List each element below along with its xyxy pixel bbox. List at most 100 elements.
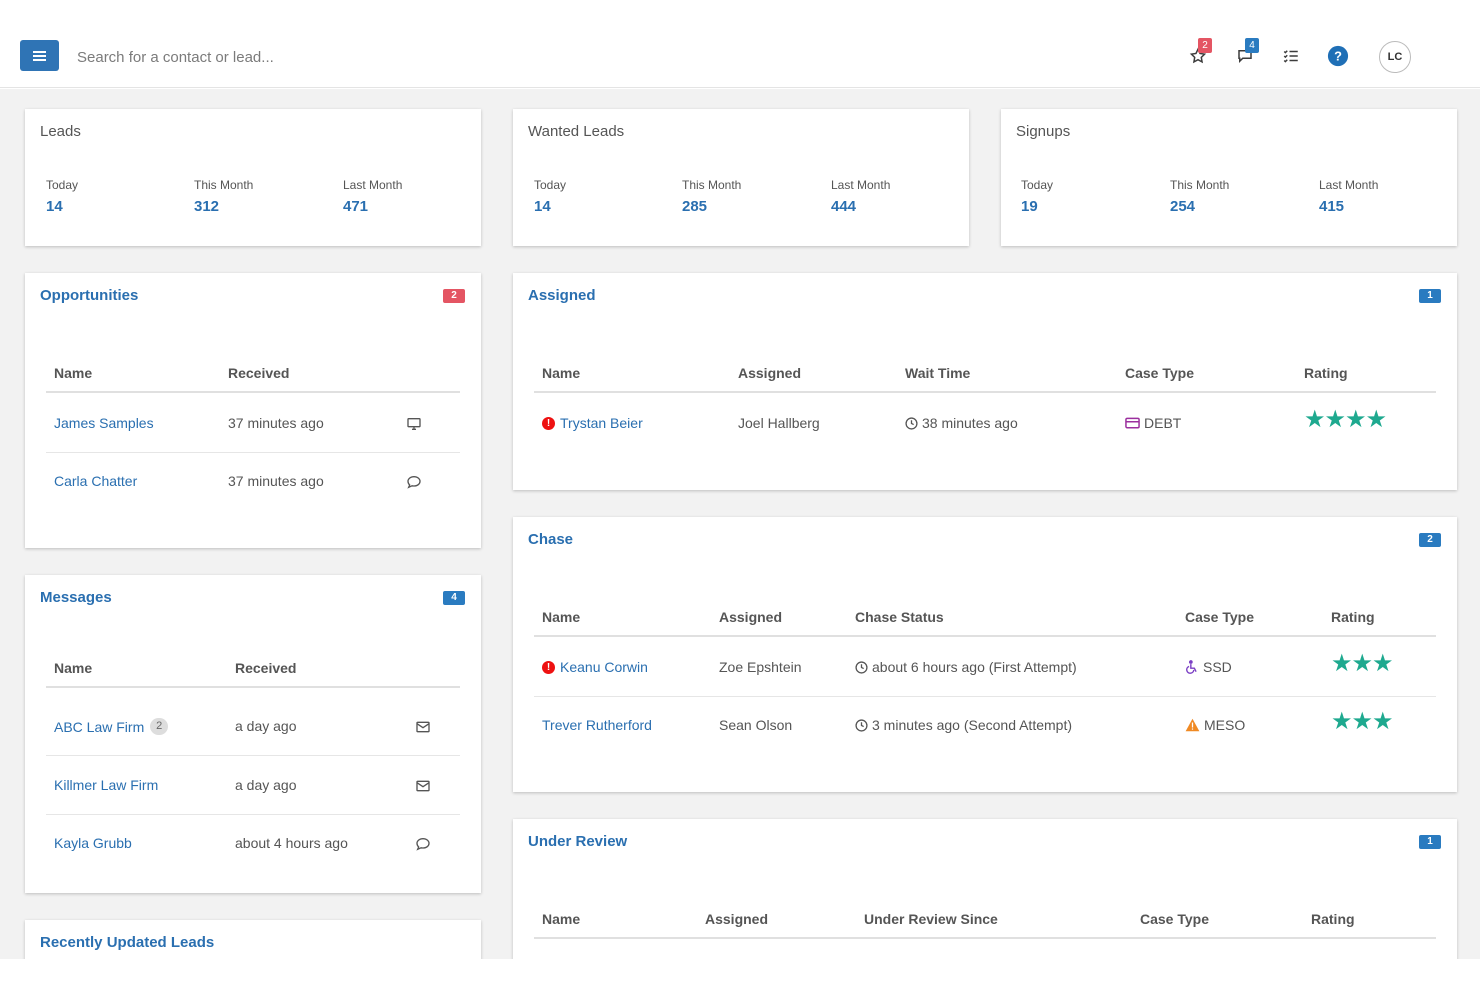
favorites-button[interactable]: 2 <box>1186 38 1212 68</box>
assigned-card: Assigned 1 Name Assigned Wait Time Case … <box>513 273 1457 490</box>
column-header-rating[interactable]: Rating <box>1304 365 1348 381</box>
messages-count-badge: 4 <box>443 591 465 605</box>
case-type-label: MESO <box>1204 717 1246 733</box>
table-row[interactable]: Carla Chatter 37 minutes ago <box>46 453 460 511</box>
column-header-chase-status[interactable]: Chase Status <box>855 609 944 625</box>
case-type-label: DEBT <box>1144 415 1182 431</box>
leads-stats-card: Leads Today 14 This Month 312 Last Month… <box>25 109 481 246</box>
stat-label: This Month <box>194 178 254 192</box>
stat-this-month: This Month 285 <box>682 178 741 215</box>
lead-name: Trystan Beier <box>560 415 643 431</box>
menu-button[interactable] <box>20 40 59 71</box>
messages-title[interactable]: Messages <box>40 589 112 606</box>
stat-value[interactable]: 14 <box>534 198 551 215</box>
clock-icon <box>855 718 868 732</box>
clock-icon <box>855 660 868 674</box>
case-type: SSD <box>1185 659 1232 675</box>
opportunities-card: Opportunities 2 Name Received James Samp… <box>25 273 481 548</box>
star-icon <box>1189 47 1207 64</box>
contact-name-link[interactable]: Kayla Grubb <box>54 835 132 851</box>
column-header-case-type[interactable]: Case Type <box>1125 365 1194 381</box>
column-header-name[interactable]: Name <box>54 365 93 381</box>
avatar[interactable]: LC <box>1379 41 1411 73</box>
contact-name: ABC Law Firm <box>54 718 145 735</box>
help-button[interactable]: ? <box>1326 44 1350 68</box>
lead-name-link[interactable]: ! Trystan Beier <box>542 415 643 431</box>
table-row[interactable]: Trever Rutherford Sean Olson 3 minutes a… <box>534 697 1436 755</box>
stat-value[interactable]: 254 <box>1170 198 1196 215</box>
assigned-to: Zoe Epshtein <box>719 659 802 675</box>
stat-value[interactable]: 312 <box>194 198 220 215</box>
lead-name-link[interactable]: Carla Chatter <box>54 473 138 489</box>
column-header-assigned[interactable]: Assigned <box>719 609 783 625</box>
search-input[interactable] <box>68 44 568 70</box>
stat-value[interactable]: 14 <box>46 198 63 215</box>
stats-card-title: Signups <box>1016 123 1071 140</box>
alert-icon: ! <box>542 660 555 674</box>
help-icon: ? <box>1327 45 1349 67</box>
column-header-name[interactable]: Name <box>542 609 581 625</box>
signups-stats-card: Signups Today 19 This Month 254 Last Mon… <box>1001 109 1457 246</box>
stat-label: Today <box>46 178 79 192</box>
lead-name-link[interactable]: Trever Rutherford <box>542 717 652 733</box>
column-header-name[interactable]: Name <box>54 660 93 676</box>
assigned-count-badge: 1 <box>1419 289 1441 303</box>
stat-label: This Month <box>1170 178 1230 192</box>
column-header-case-type[interactable]: Case Type <box>1140 911 1209 927</box>
column-header-rating[interactable]: Rating <box>1331 609 1375 625</box>
chase-status-text: 3 minutes ago (Second Attempt) <box>872 717 1072 733</box>
table-row[interactable]: ! Trystan Beier Joel Hallberg 38 minutes… <box>534 395 1436 453</box>
stat-label: Last Month <box>831 178 891 192</box>
column-header-assigned[interactable]: Assigned <box>738 365 802 381</box>
lead-name-link[interactable]: James Samples <box>54 415 154 431</box>
stat-value[interactable]: 415 <box>1319 198 1345 215</box>
table-row[interactable]: Kayla Grubb about 4 hours ago <box>46 815 460 873</box>
assigned-to: Joel Hallberg <box>738 415 820 431</box>
stat-value[interactable]: 471 <box>343 198 369 215</box>
dashboard: Leads Today 14 This Month 312 Last Month… <box>0 89 1480 959</box>
envelope-icon <box>416 721 430 733</box>
messages-count-badge: 4 <box>1245 38 1259 53</box>
stat-label: Today <box>534 178 567 192</box>
contact-name-link[interactable]: Killmer Law Firm <box>54 777 159 793</box>
column-header-case-type[interactable]: Case Type <box>1185 609 1254 625</box>
table-header: Name Received <box>46 648 460 688</box>
recently-updated-leads-card: Recently Updated Leads <box>25 920 481 959</box>
opportunities-count-badge: 2 <box>443 289 465 303</box>
table-row[interactable]: James Samples 37 minutes ago <box>46 395 460 453</box>
column-header-under-review-since[interactable]: Under Review Since <box>864 911 998 927</box>
column-header-received[interactable]: Received <box>235 660 297 676</box>
chat-icon <box>407 475 421 489</box>
favorites-count-badge: 2 <box>1198 38 1212 53</box>
received-time: about 4 hours ago <box>235 835 348 851</box>
assigned-title[interactable]: Assigned <box>528 287 596 304</box>
lead-name-link[interactable]: ! Keanu Corwin <box>542 659 648 675</box>
column-header-rating[interactable]: Rating <box>1311 911 1355 927</box>
stat-label: This Month <box>682 178 742 192</box>
chase-count-badge: 2 <box>1419 533 1441 547</box>
stat-value[interactable]: 444 <box>831 198 857 215</box>
chase-title[interactable]: Chase <box>528 531 574 548</box>
stat-this-month: This Month 312 <box>194 178 253 215</box>
table-row[interactable]: ABC Law Firm 2 a day ago <box>46 698 460 756</box>
column-header-name[interactable]: Name <box>542 911 581 927</box>
stat-value[interactable]: 285 <box>682 198 708 215</box>
column-header-name[interactable]: Name <box>542 365 581 381</box>
under-review-title[interactable]: Under Review <box>528 833 628 850</box>
under-review-count-badge: 1 <box>1419 835 1441 849</box>
tasks-button[interactable] <box>1279 44 1303 68</box>
stat-label: Today <box>1021 178 1054 192</box>
column-header-received[interactable]: Received <box>228 365 290 381</box>
table-row[interactable]: Killmer Law Firm a day ago <box>46 757 460 815</box>
table-row[interactable]: ! Keanu Corwin Zoe Epshtein about 6 hour… <box>534 639 1436 697</box>
column-header-wait-time[interactable]: Wait Time <box>905 365 971 381</box>
recently-updated-title[interactable]: Recently Updated Leads <box>40 934 215 951</box>
column-header-assigned[interactable]: Assigned <box>705 911 769 927</box>
messages-button[interactable]: 4 <box>1233 38 1259 68</box>
table-header: Name Received <box>46 353 460 393</box>
stat-value[interactable]: 19 <box>1021 198 1038 215</box>
contact-name-link[interactable]: ABC Law Firm 2 <box>54 718 169 735</box>
opportunities-title[interactable]: Opportunities <box>40 287 139 304</box>
received-time: 37 minutes ago <box>228 415 324 431</box>
